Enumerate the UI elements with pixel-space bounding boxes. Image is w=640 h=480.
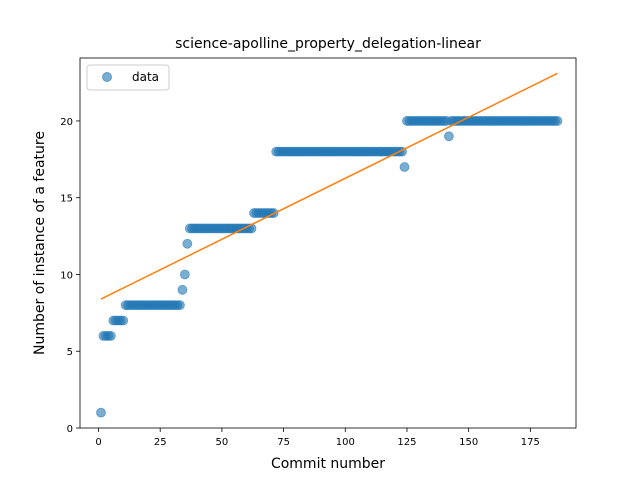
y-tick-label: 20 [60,117,73,128]
x-tick-label: 75 [277,437,290,448]
data-point [96,408,105,417]
legend-label-data: data [132,70,159,84]
data-point [180,270,189,279]
x-tick-label: 175 [521,437,540,448]
data-point [175,301,184,310]
x-tick-label: 25 [154,437,167,448]
data-point [178,285,187,294]
data-point [106,331,115,340]
data-point [119,316,128,325]
y-axis-label: Number of instance of a feature [32,131,48,355]
y-tick-label: 5 [67,347,73,358]
data-point [183,239,192,248]
x-axis-label: Commit number [271,456,385,472]
legend: data [87,65,169,90]
data-point [444,132,453,141]
chart-title: science-apolline_property_delegation-lin… [175,36,481,52]
x-tick-label: 50 [216,437,229,448]
y-tick-label: 0 [67,424,73,435]
y-tick-label: 15 [60,194,73,205]
x-tick-label: 125 [397,437,416,448]
x-tick-label: 150 [459,437,478,448]
y-tick-label: 10 [60,270,73,281]
legend-marker [103,73,112,82]
x-tick-label: 0 [95,437,101,448]
data-point [553,116,562,125]
data-point [400,163,409,172]
x-tick-label: 100 [336,437,355,448]
